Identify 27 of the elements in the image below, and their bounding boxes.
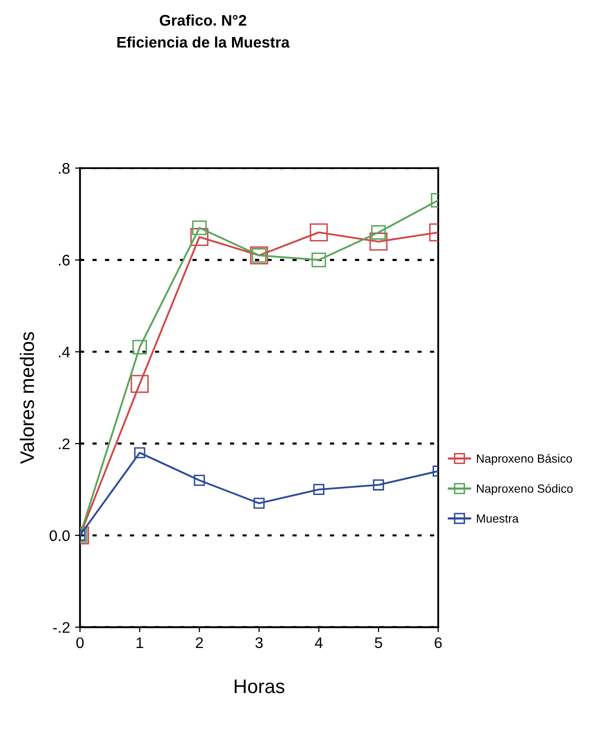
y-axis-title: Valores medios	[20, 332, 34, 464]
y-tick-label: .8	[58, 163, 70, 174]
legend-label: Naproxeno Básico	[476, 454, 572, 466]
point	[310, 223, 328, 242]
point	[312, 252, 326, 268]
x-tick-label: 3	[255, 637, 263, 648]
y-tick-label: 0.0	[50, 530, 70, 542]
point	[192, 220, 207, 236]
point	[254, 498, 265, 509]
x-tick-label: 1	[136, 637, 144, 648]
point	[194, 474, 205, 486]
x-tick-label: 4	[314, 637, 323, 648]
x-tick-label: 6	[434, 637, 442, 648]
x-axis-title: Horas	[234, 680, 284, 694]
y-tick-label: -.2	[53, 622, 70, 633]
point	[190, 228, 208, 246]
x-tick-label: 0	[76, 637, 84, 648]
y-tick-label: .4	[58, 346, 70, 358]
point	[313, 484, 324, 496]
x-tick-label: 2	[196, 637, 203, 648]
x-tick-label: 5	[374, 637, 382, 648]
y-tick-label: .2	[58, 438, 70, 450]
legend-label: Muestra	[476, 514, 519, 523]
legend-label: Naproxeno Sódico	[476, 484, 573, 496]
y-tick-label: .6	[58, 254, 70, 266]
chart-subtitle: Eficiencia de la Muestra	[117, 36, 290, 48]
chart-title: Grafico. N°2	[160, 14, 246, 26]
